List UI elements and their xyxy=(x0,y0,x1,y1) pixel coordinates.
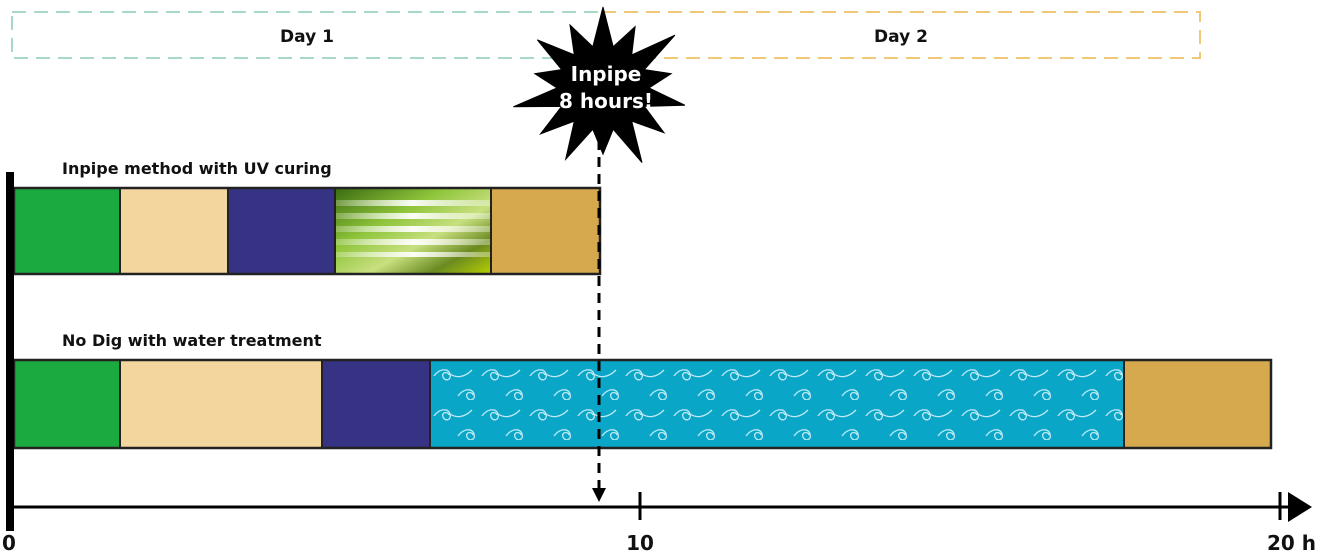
row2-segment-4-water xyxy=(430,360,1124,448)
timeline-start-bar xyxy=(6,172,14,531)
row1-segment-3 xyxy=(228,188,335,274)
row2-segment-1 xyxy=(14,360,120,448)
inpipe-marker-arrowhead xyxy=(592,488,606,502)
row2-segment-3 xyxy=(322,360,430,448)
axis-label-0: 0 xyxy=(2,531,16,555)
axis-label-10: 10 xyxy=(626,531,654,555)
row1-segment-5 xyxy=(491,188,600,274)
row1-segment-2 xyxy=(120,188,228,274)
row1-segment-1 xyxy=(14,188,120,274)
row2-segment-2 xyxy=(120,360,322,448)
day2-label: Day 2 xyxy=(874,27,928,47)
axis-arrowhead xyxy=(1288,492,1312,522)
row2-segment-5 xyxy=(1124,360,1271,448)
callout-line1: Inpipe xyxy=(571,62,642,86)
day1-band xyxy=(11,11,603,59)
row1-segment-4-uv xyxy=(335,188,491,274)
row2-bar xyxy=(12,358,1273,450)
callout-line2: 8 hours! xyxy=(559,89,653,113)
row1-label: Inpipe method with UV curing xyxy=(62,159,332,178)
axis-label-20h: 20 h xyxy=(1267,531,1316,555)
row1-bar xyxy=(12,186,602,276)
day1-label: Day 1 xyxy=(280,27,334,47)
starburst-callout xyxy=(513,6,686,163)
row2-label: No Dig with water treatment xyxy=(62,331,322,350)
